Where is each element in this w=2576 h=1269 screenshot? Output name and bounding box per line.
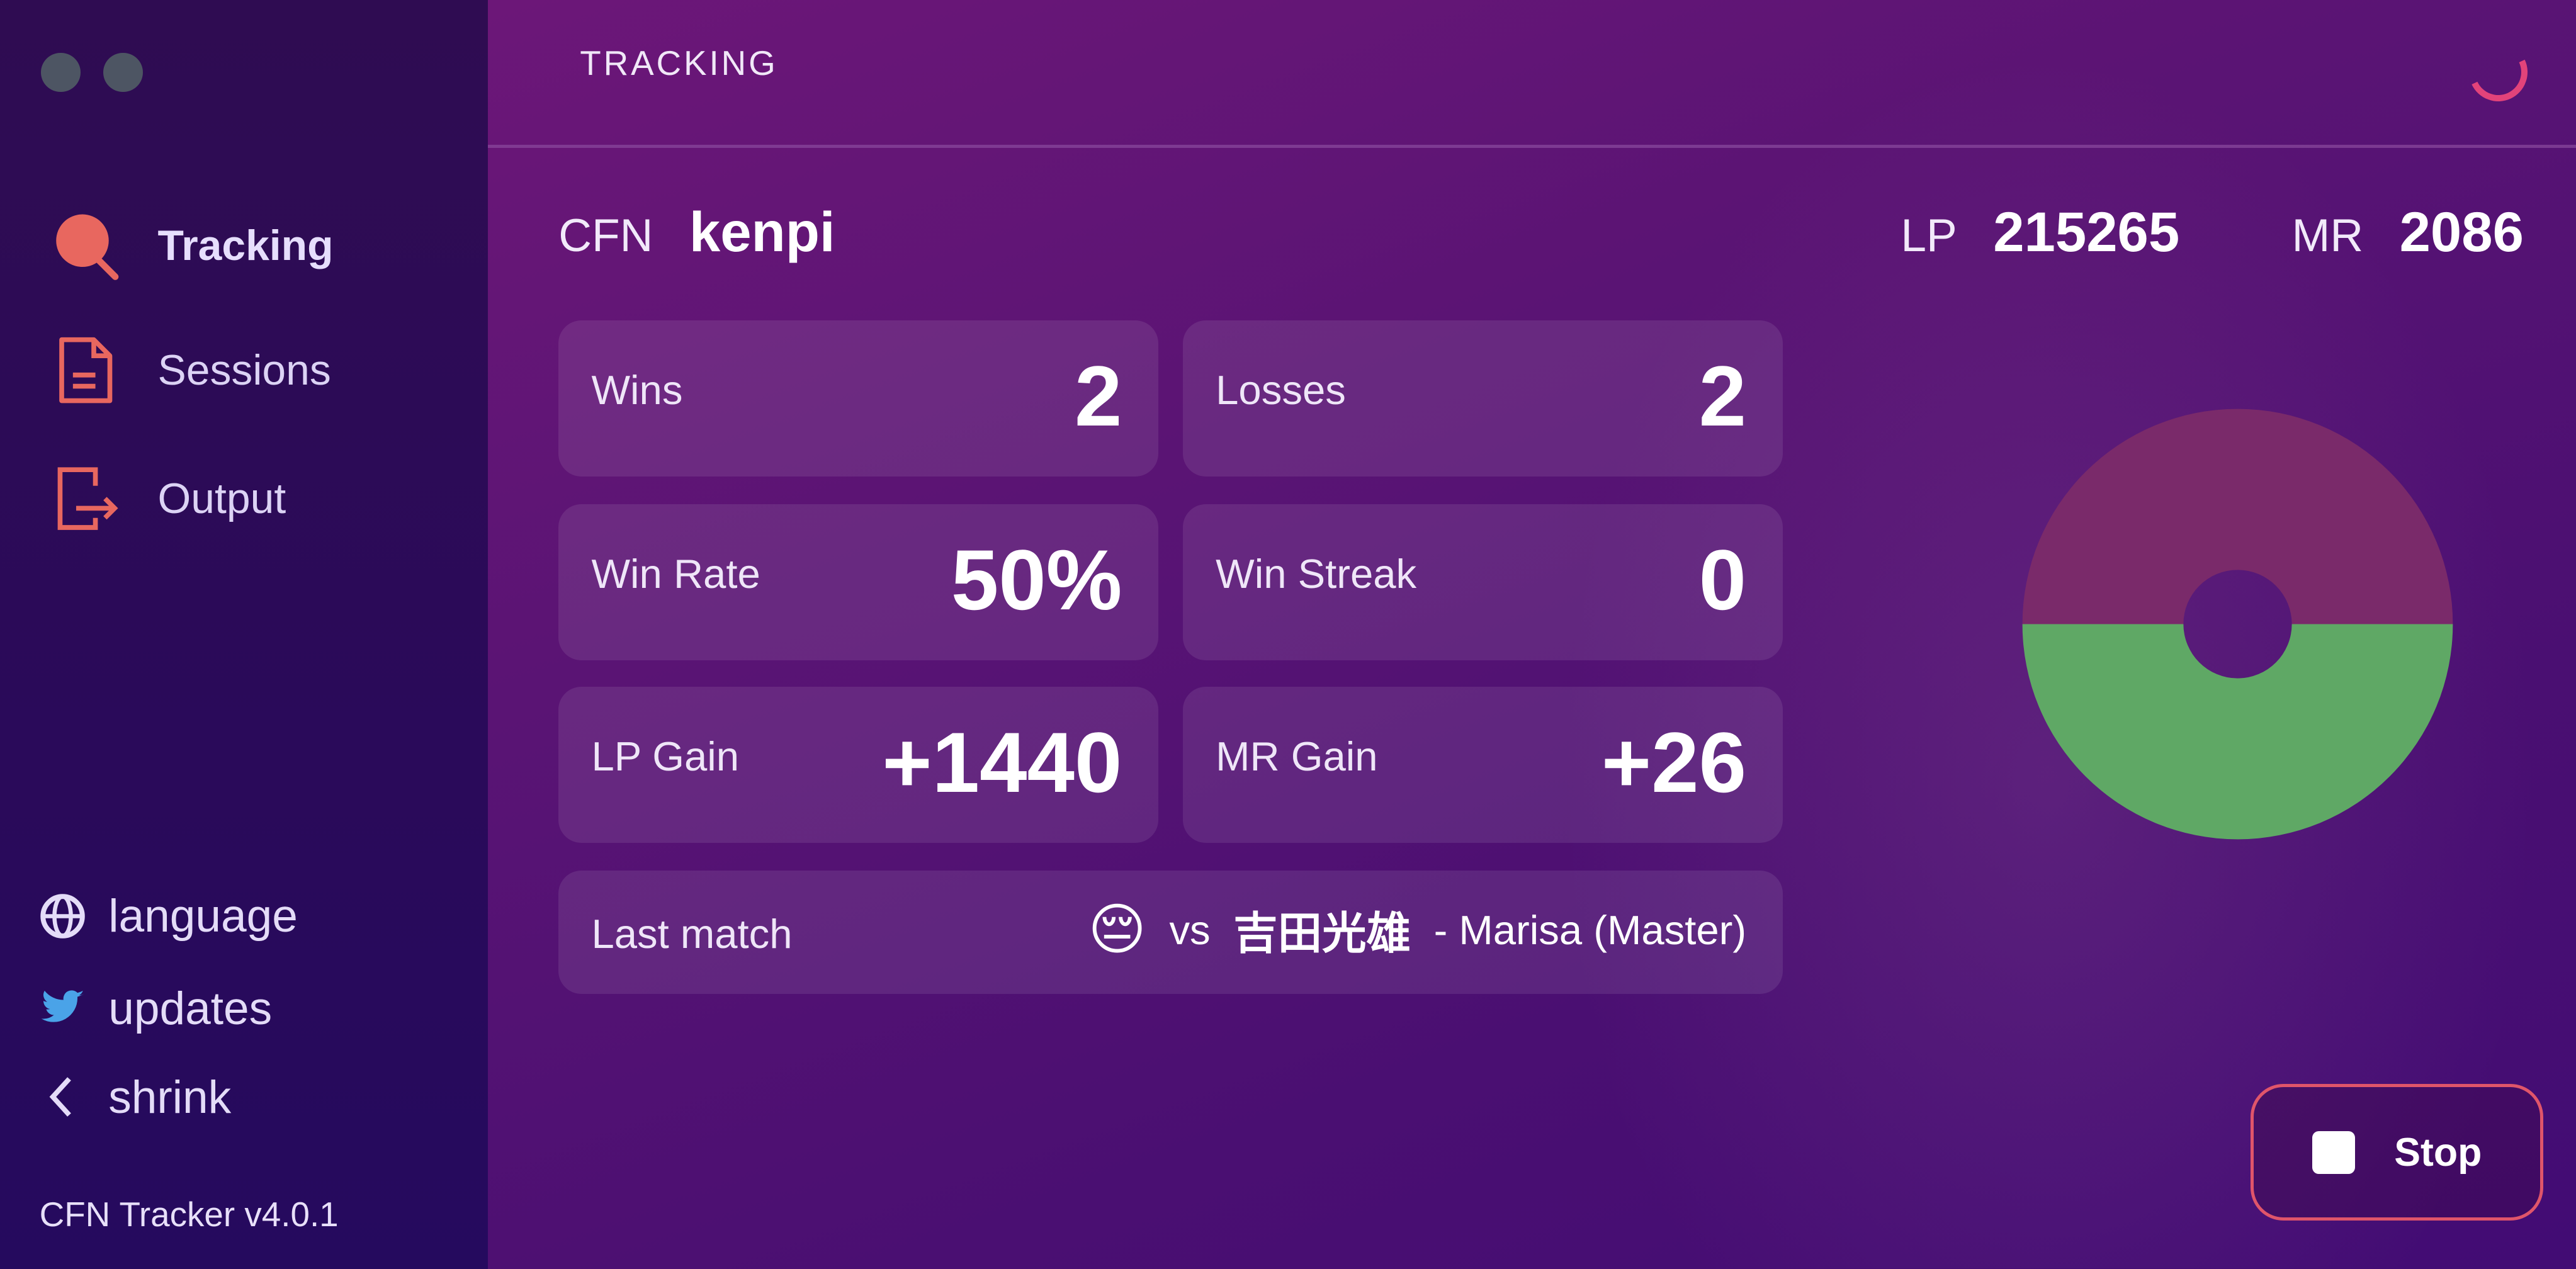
stat-label: LP Gain <box>591 733 740 779</box>
stat-value: 50% <box>951 531 1122 628</box>
stat-card-wins: Wins 2 <box>558 320 1158 477</box>
sidebar-item-label: Tracking <box>157 222 334 269</box>
sidebar-item-output[interactable]: Output <box>53 463 286 534</box>
cfn-display: CFN kenpi <box>558 200 835 264</box>
shrink-button[interactable]: shrink <box>40 1071 232 1124</box>
language-label: language <box>108 891 298 942</box>
twitter-icon <box>41 990 84 1022</box>
stat-label: Wins <box>591 366 683 413</box>
lp-value: 215265 <box>1993 201 2180 264</box>
sidebar-item-sessions[interactable]: Sessions <box>53 335 331 405</box>
chevron-left-icon <box>49 1077 71 1117</box>
opponent-name: 吉田光雄 <box>1233 908 1411 959</box>
mr-display: MR 2086 <box>2292 200 2524 264</box>
donut-slice-wins <box>2022 624 2453 840</box>
stat-card-mr-gain: MR Gain +26 <box>1182 686 1783 843</box>
sidebar-item-tracking[interactable]: Tracking <box>53 210 334 281</box>
loading-spinner-icon <box>2461 34 2536 110</box>
stat-label: Win Rate <box>591 551 760 597</box>
window-control-dot[interactable] <box>103 52 144 93</box>
stop-icon <box>2312 1131 2355 1174</box>
mr-label: MR <box>2291 210 2364 262</box>
last-match-card: Last match 😔 vs 吉田光雄 - Marisa (Master) <box>558 871 1783 994</box>
sidebar-item-label: Sessions <box>157 346 331 394</box>
stat-label: Losses <box>1216 366 1346 413</box>
stat-card-win-rate: Win Rate 50% <box>558 504 1158 661</box>
opponent-character: - Marisa (Master) <box>1433 906 1747 953</box>
sidebar: Tracking Sessions Output language update… <box>0 0 489 1269</box>
stat-value: 2 <box>1698 347 1747 444</box>
sad-face-icon: 😔 <box>1088 898 1146 961</box>
document-icon <box>59 337 112 403</box>
stat-label: Win Streak <box>1216 551 1417 597</box>
export-icon <box>57 467 118 530</box>
stop-button[interactable]: Stop <box>2251 1084 2543 1221</box>
lp-label: LP <box>1901 210 1957 262</box>
lp-display: LP 215265 <box>1901 200 2179 264</box>
window-control-dot[interactable] <box>41 52 81 93</box>
stat-card-losses: Losses 2 <box>1182 320 1783 477</box>
updates-link[interactable]: updates <box>40 983 273 1035</box>
cfn-name: kenpi <box>689 201 835 264</box>
stop-label: Stop <box>2394 1130 2482 1175</box>
stat-card-win-streak: Win Streak 0 <box>1182 504 1783 661</box>
language-link[interactable]: language <box>40 890 298 942</box>
app-version: CFN Tracker v4.0.1 <box>39 1195 339 1234</box>
updates-label: updates <box>108 983 273 1034</box>
mr-value: 2086 <box>2399 201 2524 264</box>
globe-icon <box>40 894 85 939</box>
header-divider <box>488 144 2576 148</box>
page-title: TRACKING <box>580 43 778 82</box>
shrink-label: shrink <box>108 1071 232 1123</box>
main-panel: TRACKING CFN kenpi LP 215265 MR 2086 Win… <box>488 0 2576 1269</box>
search-icon <box>55 214 118 280</box>
stat-value: +1440 <box>882 714 1122 810</box>
win-loss-donut-chart <box>2022 409 2453 840</box>
stat-card-lp-gain: LP Gain +1440 <box>558 686 1158 843</box>
vs-label: vs <box>1169 906 1211 953</box>
last-match-label: Last match <box>591 910 793 957</box>
stat-value: 0 <box>1698 531 1747 628</box>
cfn-label: CFN <box>558 210 653 262</box>
donut-slice-losses <box>2022 409 2453 624</box>
stat-value: +26 <box>1601 714 1747 810</box>
stat-value: 2 <box>1074 347 1122 444</box>
last-match-info: 😔 vs 吉田光雄 - Marisa (Master) <box>1088 897 1746 962</box>
sidebar-item-label: Output <box>157 475 286 522</box>
stat-label: MR Gain <box>1216 733 1378 779</box>
